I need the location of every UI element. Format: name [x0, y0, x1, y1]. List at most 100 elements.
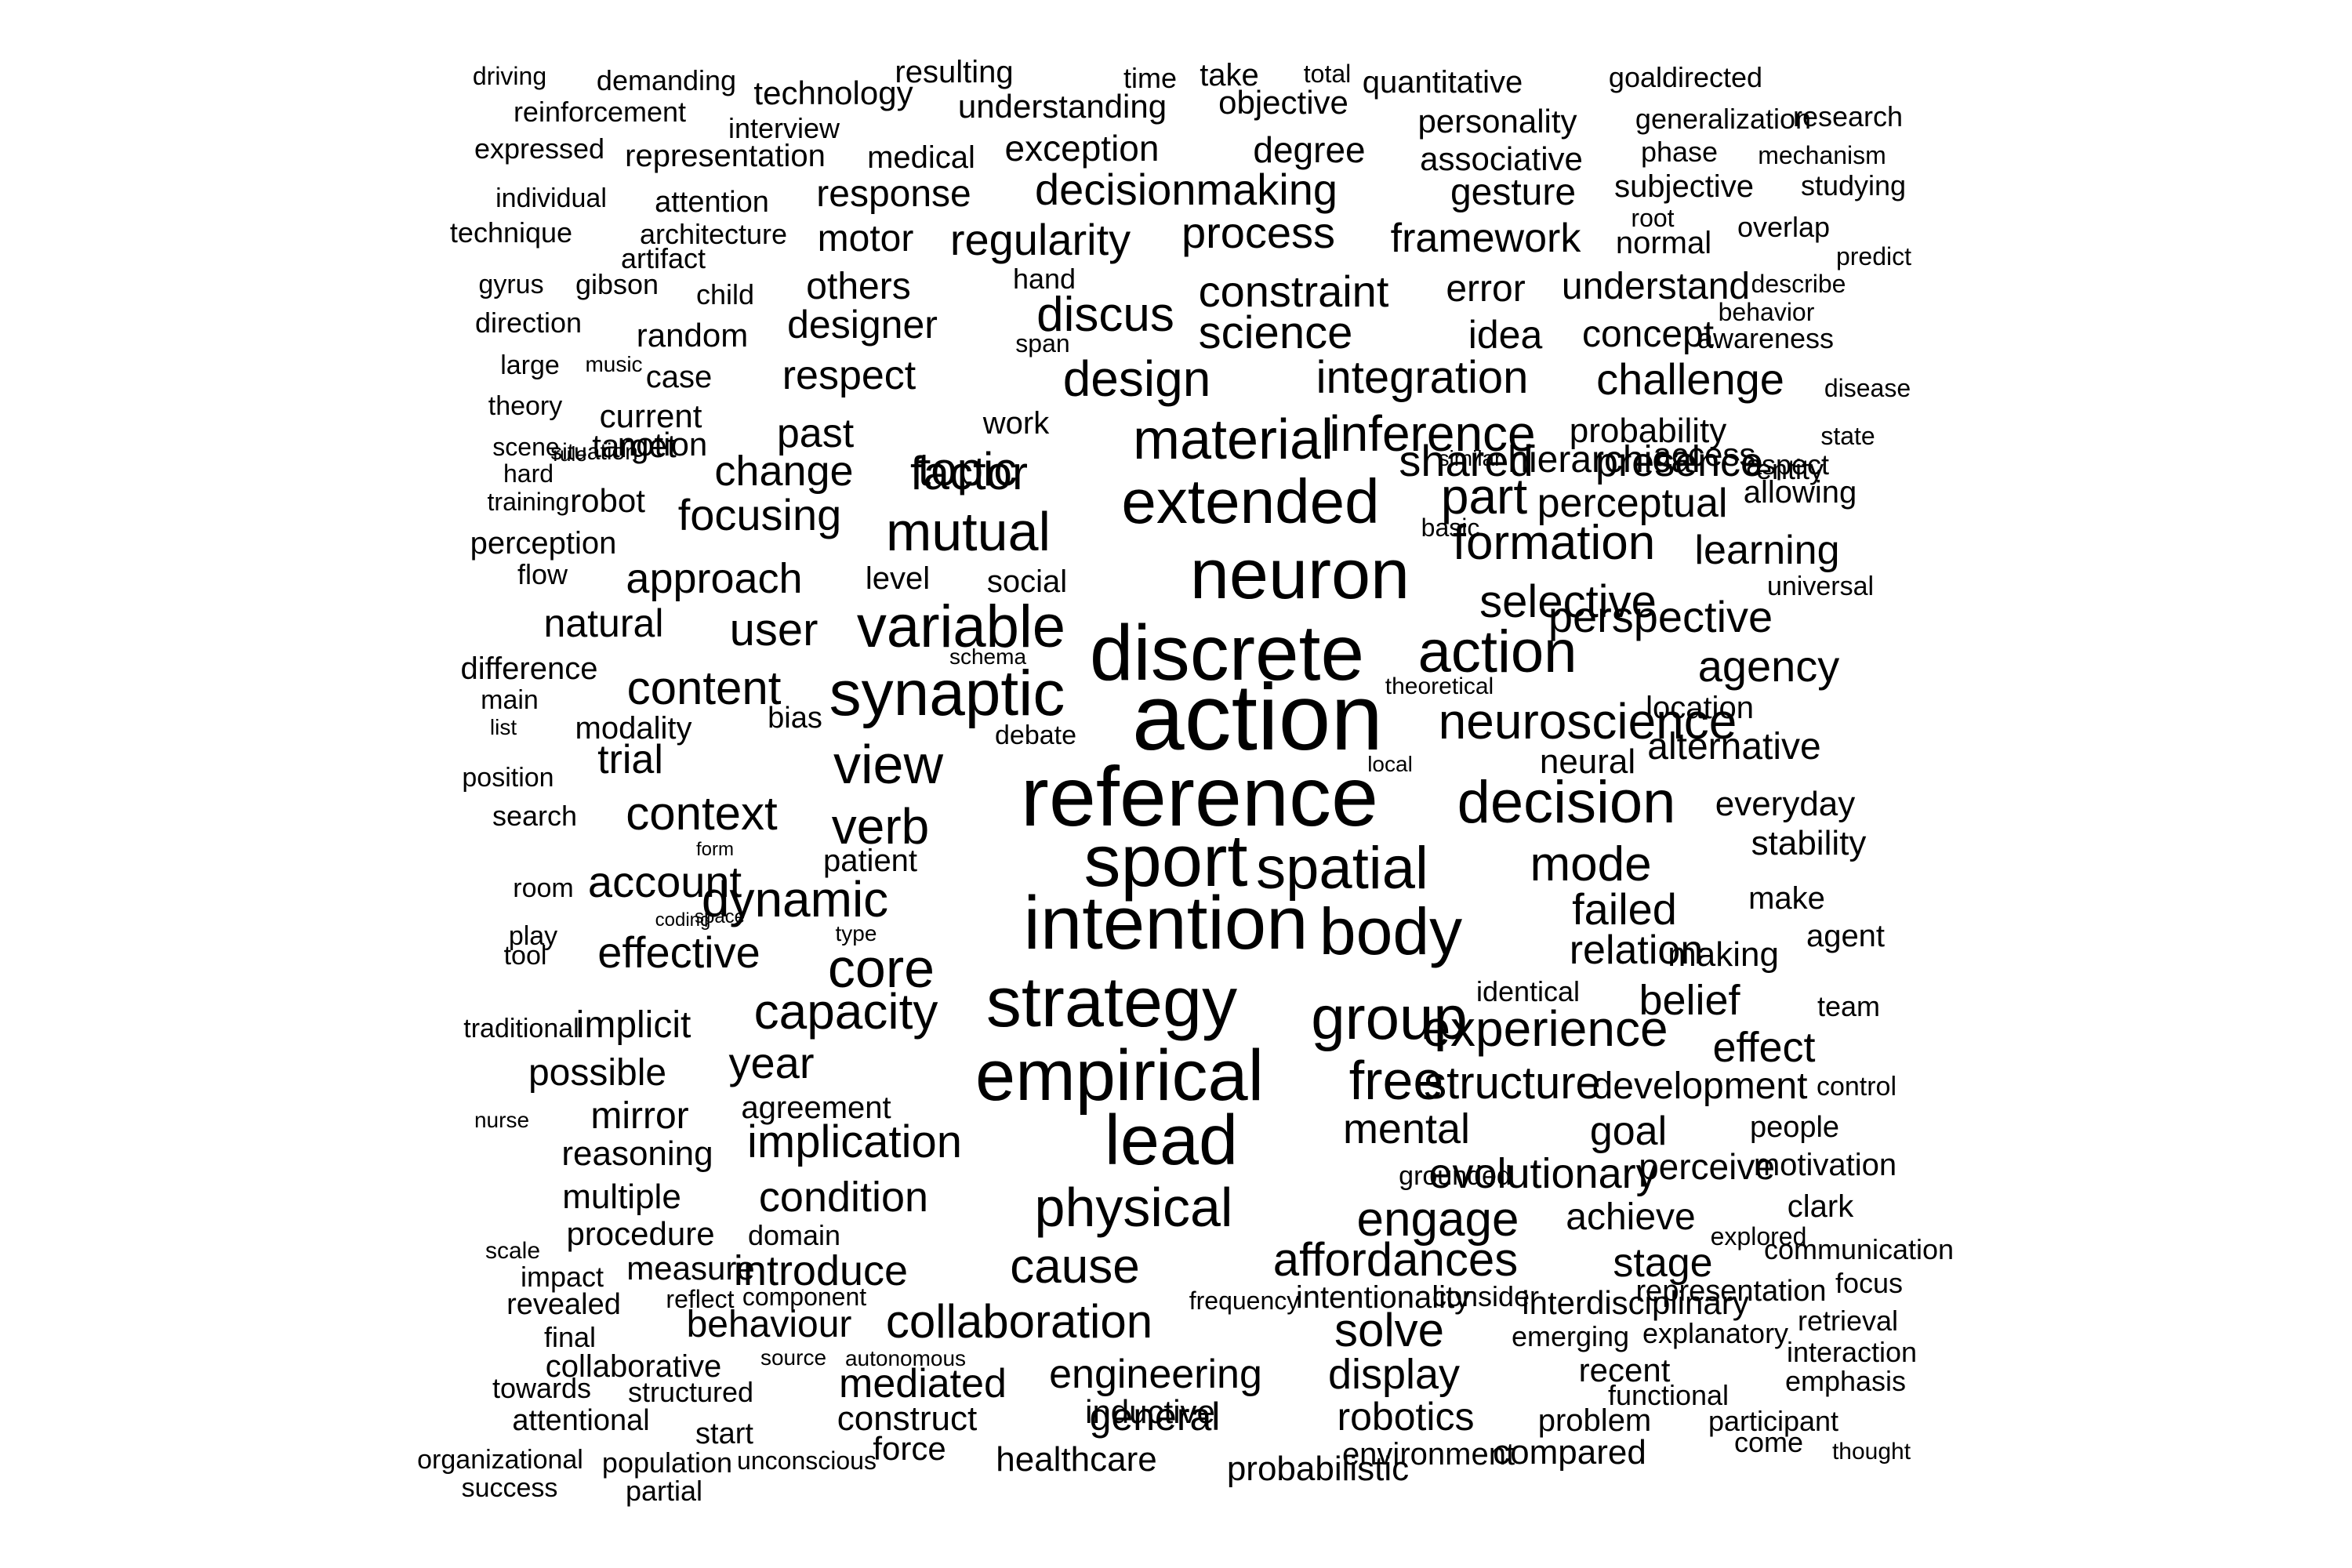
cloud-word: component [742, 1283, 867, 1311]
cloud-word: research [1792, 100, 1904, 132]
cloud-word: effective [597, 927, 760, 977]
cloud-word: representation [625, 139, 826, 173]
cloud-word: demanding [596, 64, 737, 96]
cloud-word: reinforcement [513, 96, 687, 128]
cloud-word: notion [617, 426, 708, 463]
cloud-word: cause [1010, 1240, 1140, 1294]
cloud-word: form [696, 839, 734, 860]
cloud-word: final [543, 1321, 597, 1353]
cloud-word: behaviour [686, 1304, 852, 1345]
cloud-word: sport [1083, 819, 1248, 902]
cloud-word: focusing [677, 490, 842, 539]
cloud-word: gyrus [478, 270, 544, 299]
cloud-word: respect [782, 353, 916, 398]
cloud-word: target [592, 427, 677, 464]
cloud-word: similar [1438, 446, 1502, 470]
cloud-word: success [461, 1473, 558, 1503]
cloud-word: people [1749, 1111, 1840, 1144]
cloud-word: generalization [1635, 103, 1812, 135]
cloud-word: understanding [957, 88, 1167, 125]
cloud-word: identical [1475, 975, 1581, 1007]
cloud-word: access [1653, 436, 1756, 473]
cloud-word: view [833, 734, 944, 795]
cloud-word: natural [543, 601, 664, 645]
cloud-word: stage [1613, 1240, 1713, 1286]
cloud-word: past [776, 411, 855, 456]
cloud-word: synaptic [829, 658, 1065, 729]
cloud-word: consider [1432, 1280, 1540, 1312]
cloud-word: general [1089, 1395, 1221, 1439]
cloud-word: random [636, 317, 749, 354]
cloud-word: part [1440, 468, 1528, 524]
cloud-word: emphasis [1784, 1365, 1907, 1397]
cloud-word: interaction [1786, 1336, 1918, 1368]
cloud-word: response [816, 173, 971, 215]
cloud-word: disease [1824, 374, 1911, 402]
cloud-word: recent [1578, 1352, 1671, 1388]
cloud-word: motivation [1753, 1148, 1897, 1182]
cloud-word: studying [1800, 169, 1907, 201]
cloud-word: quantitative [1362, 65, 1523, 100]
cloud-word: agreement [741, 1091, 891, 1125]
cloud-word: factor [909, 447, 1029, 499]
cloud-word: patient [822, 844, 918, 878]
cloud-word: discus [1036, 288, 1174, 342]
cloud-word: representation [1635, 1275, 1827, 1308]
cloud-word: technique [449, 216, 573, 249]
cloud-word: dynamic [701, 871, 889, 927]
cloud-word: experience [1422, 1000, 1668, 1057]
cloud-word: extended [1121, 466, 1380, 536]
cloud-word: action [1417, 619, 1577, 685]
cloud-word: theoretical [1385, 673, 1494, 699]
cloud-word: goal [1589, 1109, 1668, 1154]
cloud-word: strategy [985, 964, 1238, 1042]
cloud-word: measure [626, 1250, 755, 1287]
cloud-word: current [599, 397, 702, 434]
cloud-word: scene [492, 433, 560, 461]
cloud-word: allowing [1743, 475, 1857, 510]
cloud-word: personality [1417, 103, 1577, 140]
cloud-word: theory [488, 391, 563, 421]
cloud-word: collaborative [545, 1349, 722, 1384]
cloud-word: explored [1710, 1222, 1807, 1250]
cloud-word: bias [768, 702, 822, 735]
cloud-word: free [1348, 1050, 1444, 1111]
cloud-word: flow [517, 558, 568, 590]
cloud-word: situation [550, 439, 638, 465]
cloud-word: perceptual [1537, 481, 1728, 526]
cloud-word: subjective [1614, 169, 1754, 204]
cloud-word: neuroscience [1438, 693, 1737, 750]
cloud-word: normal [1615, 226, 1712, 260]
cloud-word: behavior [1718, 298, 1815, 326]
cloud-word: functional [1607, 1379, 1730, 1411]
cloud-word: development [1592, 1065, 1808, 1107]
cloud-word: towards [492, 1372, 592, 1404]
cloud-word: participant [1708, 1405, 1839, 1437]
cloud-word: motor [817, 218, 914, 260]
cloud-word: probabilistic [1226, 1450, 1410, 1488]
cloud-word: objective [1218, 84, 1348, 121]
cloud-word: social [986, 564, 1068, 599]
cloud-word: perceive [1639, 1146, 1775, 1187]
cloud-word: presence [1595, 440, 1763, 485]
cloud-word: expressed [474, 132, 605, 165]
cloud-word: resulting [895, 55, 1014, 89]
cloud-word: interdisciplinary [1522, 1284, 1749, 1321]
cloud-word: awareness [1697, 322, 1835, 354]
cloud-word: mediated [839, 1361, 1007, 1406]
cloud-word: entity [1755, 453, 1824, 485]
cloud-word: unconscious [737, 1446, 877, 1475]
cloud-word: attentional [512, 1404, 650, 1437]
cloud-word: engineering [1049, 1352, 1262, 1397]
cloud-word: scale [485, 1238, 541, 1264]
cloud-word: agency [1697, 641, 1840, 691]
cloud-word: mental [1342, 1105, 1471, 1152]
cloud-word: architecture [639, 218, 788, 250]
cloud-word: core [827, 938, 935, 999]
cloud-word: implication [747, 1116, 962, 1167]
cloud-word: nurse [474, 1108, 530, 1132]
cloud-word: everyday [1715, 785, 1856, 823]
cloud-word: aspect [1745, 448, 1830, 481]
cloud-word: goaldirected [1608, 61, 1763, 93]
cloud-word: modality [575, 711, 692, 746]
